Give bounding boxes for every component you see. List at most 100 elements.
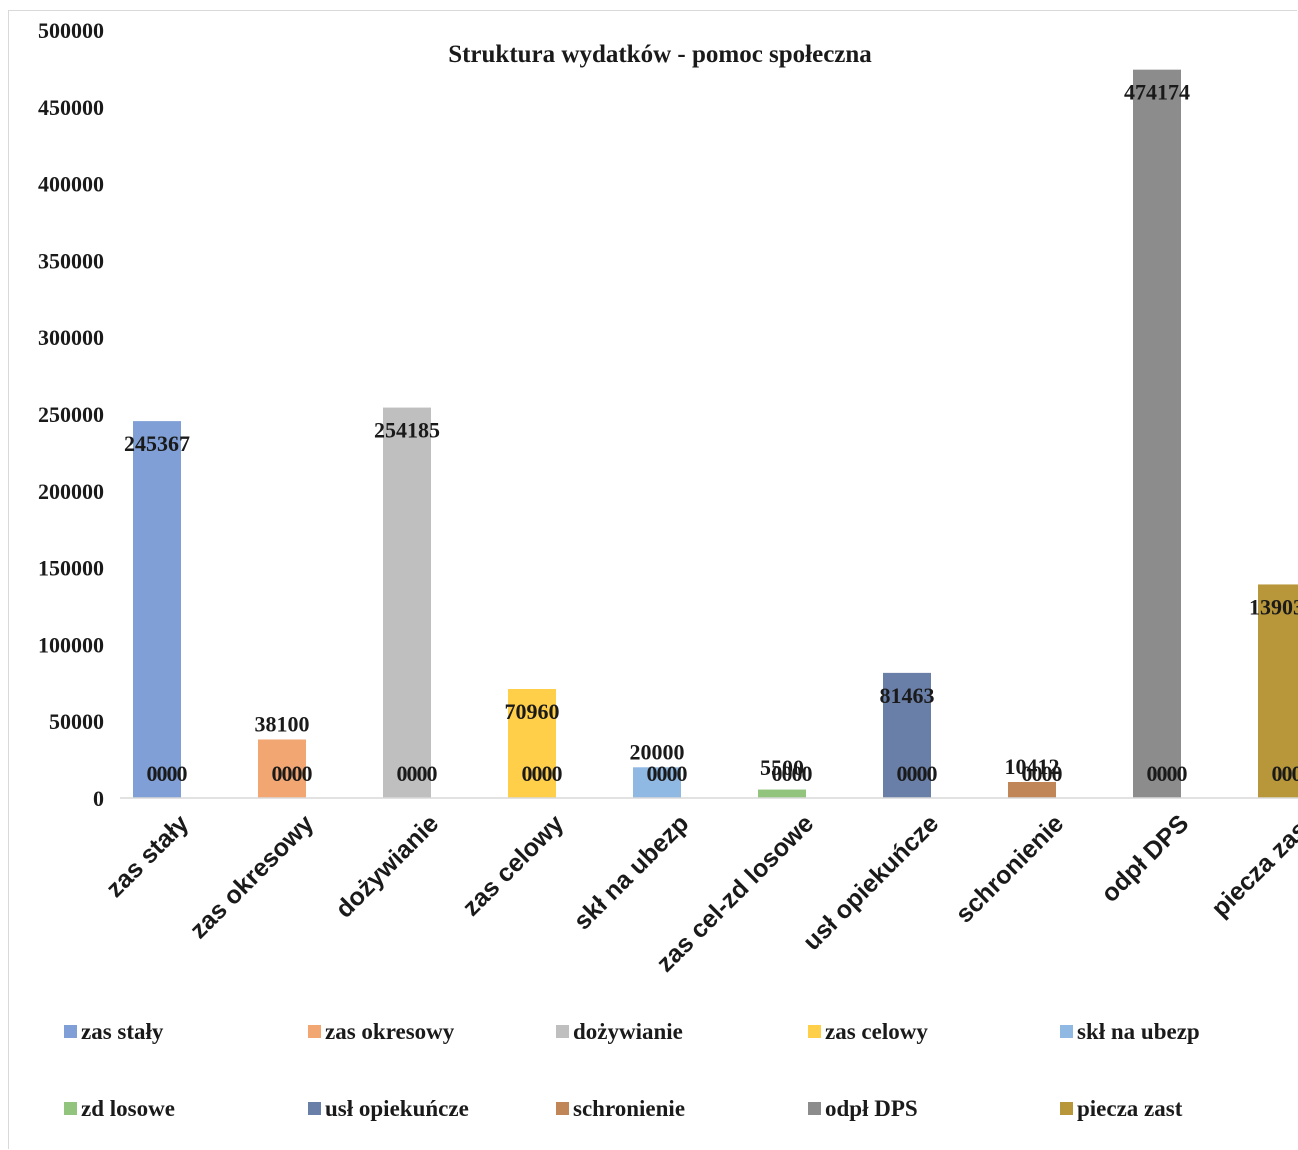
x-tick-label: odpł DPS <box>1096 809 1194 907</box>
legend-label: zas celowy <box>825 1019 928 1044</box>
zero-data-label: 0 <box>917 761 928 786</box>
legend-swatch <box>64 1102 77 1115</box>
legend-label: schronienie <box>573 1096 685 1121</box>
legend-swatch <box>308 1025 321 1038</box>
data-label: 10412 <box>1005 754 1060 779</box>
legend-item: piecza zast <box>1060 1096 1183 1121</box>
zero-data-label: 0 <box>167 761 178 786</box>
x-tick-label: zas okresowy <box>184 809 319 944</box>
zero-data-label: 0 <box>907 761 918 786</box>
zero-data-label: 0 <box>1282 761 1293 786</box>
x-tick-label: dożywianie <box>330 809 444 923</box>
bar <box>758 789 806 798</box>
data-label: 245367 <box>124 431 190 456</box>
bar <box>883 672 931 798</box>
legend-item: zas okresowy <box>308 1019 455 1044</box>
legend-label: zd losowe <box>81 1096 175 1121</box>
y-tick-label: 100000 <box>38 632 104 657</box>
legend-label: odpł DPS <box>825 1096 918 1121</box>
zero-data-label: 0 <box>1042 761 1053 786</box>
zero-data-label: 0 <box>552 761 563 786</box>
legend-label: dożywianie <box>573 1019 683 1044</box>
legend-item: schronienie <box>556 1096 685 1121</box>
y-tick-label: 350000 <box>38 248 104 273</box>
zero-data-label: 0 <box>677 761 688 786</box>
zero-data-label: 0 <box>1272 761 1283 786</box>
zero-data-label: 0 <box>772 761 783 786</box>
bar <box>258 739 306 798</box>
data-label: 5500 <box>760 755 804 780</box>
legend-swatch <box>1060 1102 1073 1115</box>
zero-data-label: 0 <box>1167 761 1178 786</box>
data-label: 81463 <box>880 683 935 708</box>
zero-data-label: 0 <box>157 761 168 786</box>
legend-swatch <box>64 1025 77 1038</box>
legend-item: odpł DPS <box>808 1096 918 1121</box>
legend-swatch <box>1060 1025 1073 1038</box>
legend-label: zas okresowy <box>325 1019 455 1044</box>
zero-data-label: 0 <box>397 761 408 786</box>
chart-title: Struktura wydatków - pomoc społeczna <box>448 41 872 68</box>
zero-data-label: 0 <box>1292 761 1298 786</box>
legend-swatch <box>308 1102 321 1115</box>
y-axis: 0 50000 100000 150000 200000 250000 300000 3500… <box>38 18 104 811</box>
legend-swatch <box>808 1102 821 1115</box>
legend-label: piecza zast <box>1077 1096 1183 1121</box>
legend-item: usł opiekuńcze <box>308 1096 469 1121</box>
zero-data-label: 0 <box>1052 761 1063 786</box>
x-tick-label: zas celowy <box>457 809 569 921</box>
data-label: 254185 <box>374 418 440 443</box>
y-tick-label: 300000 <box>38 325 104 350</box>
y-tick-label: 400000 <box>38 172 104 197</box>
bar <box>1133 69 1181 798</box>
zero-data-label: 0 <box>522 761 533 786</box>
zero-data-label: 0 <box>927 761 938 786</box>
zero-data-label: 0 <box>532 761 543 786</box>
zero-data-label: 0 <box>542 761 553 786</box>
legend-label: skł na ubezp <box>1077 1019 1200 1044</box>
y-tick-label: 500000 <box>38 18 104 43</box>
bar <box>633 767 681 798</box>
legend: zas stały zas okresowy dożywianie zas celow… <box>64 1019 1200 1121</box>
legend-item: dożywianie <box>556 1019 683 1044</box>
data-label: 38100 <box>255 711 310 736</box>
x-tick-label: zas stały <box>101 809 195 903</box>
zero-data-label: 0 <box>147 761 158 786</box>
zero-data-label: 0 <box>792 761 803 786</box>
x-tick-label: usł opiekuńcze <box>798 809 945 956</box>
legend-swatch <box>556 1025 569 1038</box>
zero-data-label: 0 <box>282 761 293 786</box>
y-tick-label: 250000 <box>38 402 104 427</box>
y-tick-label: 50000 <box>49 709 104 734</box>
y-tick-label: 150000 <box>38 556 104 581</box>
zero-data-label: 0 <box>272 761 283 786</box>
bar <box>1008 782 1056 798</box>
legend-item: zas celowy <box>808 1019 928 1044</box>
x-tick-label: skł na ubezp <box>568 809 694 935</box>
legend-label: zas stały <box>81 1019 164 1044</box>
zero-data-label: 0 <box>1147 761 1158 786</box>
bar <box>383 407 431 798</box>
value-data-labels: 245367 38100 254185 70960 20000 5500 81463 1041… <box>124 80 1298 780</box>
zero-data-label: 0 <box>417 761 428 786</box>
y-tick-label: 450000 <box>38 95 104 120</box>
zero-data-label: 0 <box>802 761 813 786</box>
y-tick-label: 0 <box>93 786 104 811</box>
zero-data-label: 0 <box>302 761 313 786</box>
legend-label: usł opiekuńcze <box>325 1096 469 1121</box>
zero-data-label: 0 <box>782 761 793 786</box>
bars <box>133 69 1298 798</box>
zero-data-label: 0 <box>657 761 668 786</box>
zero-data-label: 0 <box>1032 761 1043 786</box>
zero-data-label: 0 <box>897 761 908 786</box>
zero-data-label: 0 <box>1022 761 1033 786</box>
y-tick-label: 200000 <box>38 479 104 504</box>
zero-data-label: 0 <box>1157 761 1168 786</box>
chart-frame <box>8 10 1297 1149</box>
legend-item: skł na ubezp <box>1060 1019 1200 1044</box>
zero-data-label: 0 <box>427 761 438 786</box>
bar <box>508 689 556 798</box>
zero-data-label: 0 <box>292 761 303 786</box>
